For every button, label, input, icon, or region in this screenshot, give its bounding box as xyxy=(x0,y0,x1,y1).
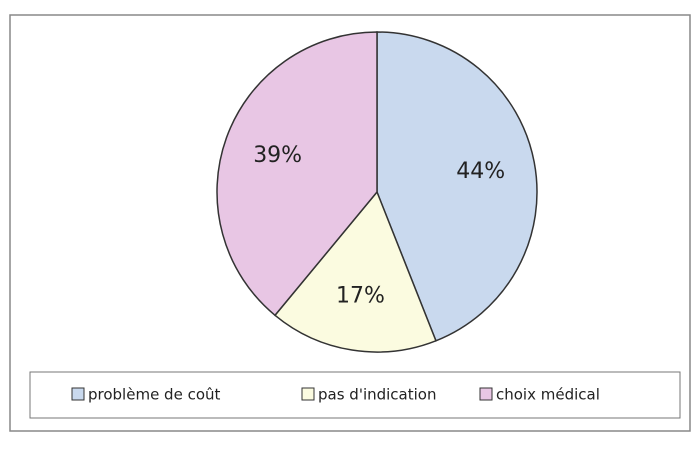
pie-slice xyxy=(216,31,378,317)
pie-slice xyxy=(376,31,538,342)
legend-label: problème de coût xyxy=(88,386,221,404)
slice-label: 39% xyxy=(253,143,302,168)
slice-label: 17% xyxy=(336,283,385,308)
legend-swatch xyxy=(479,387,493,401)
legend-label: choix médical xyxy=(496,386,600,404)
legend-box xyxy=(29,371,681,419)
legend-swatch xyxy=(301,387,315,401)
legend-label: pas d'indication xyxy=(318,386,436,404)
pie-slice xyxy=(273,190,437,353)
slice-label: 44% xyxy=(456,159,505,184)
legend-swatch xyxy=(71,387,85,401)
